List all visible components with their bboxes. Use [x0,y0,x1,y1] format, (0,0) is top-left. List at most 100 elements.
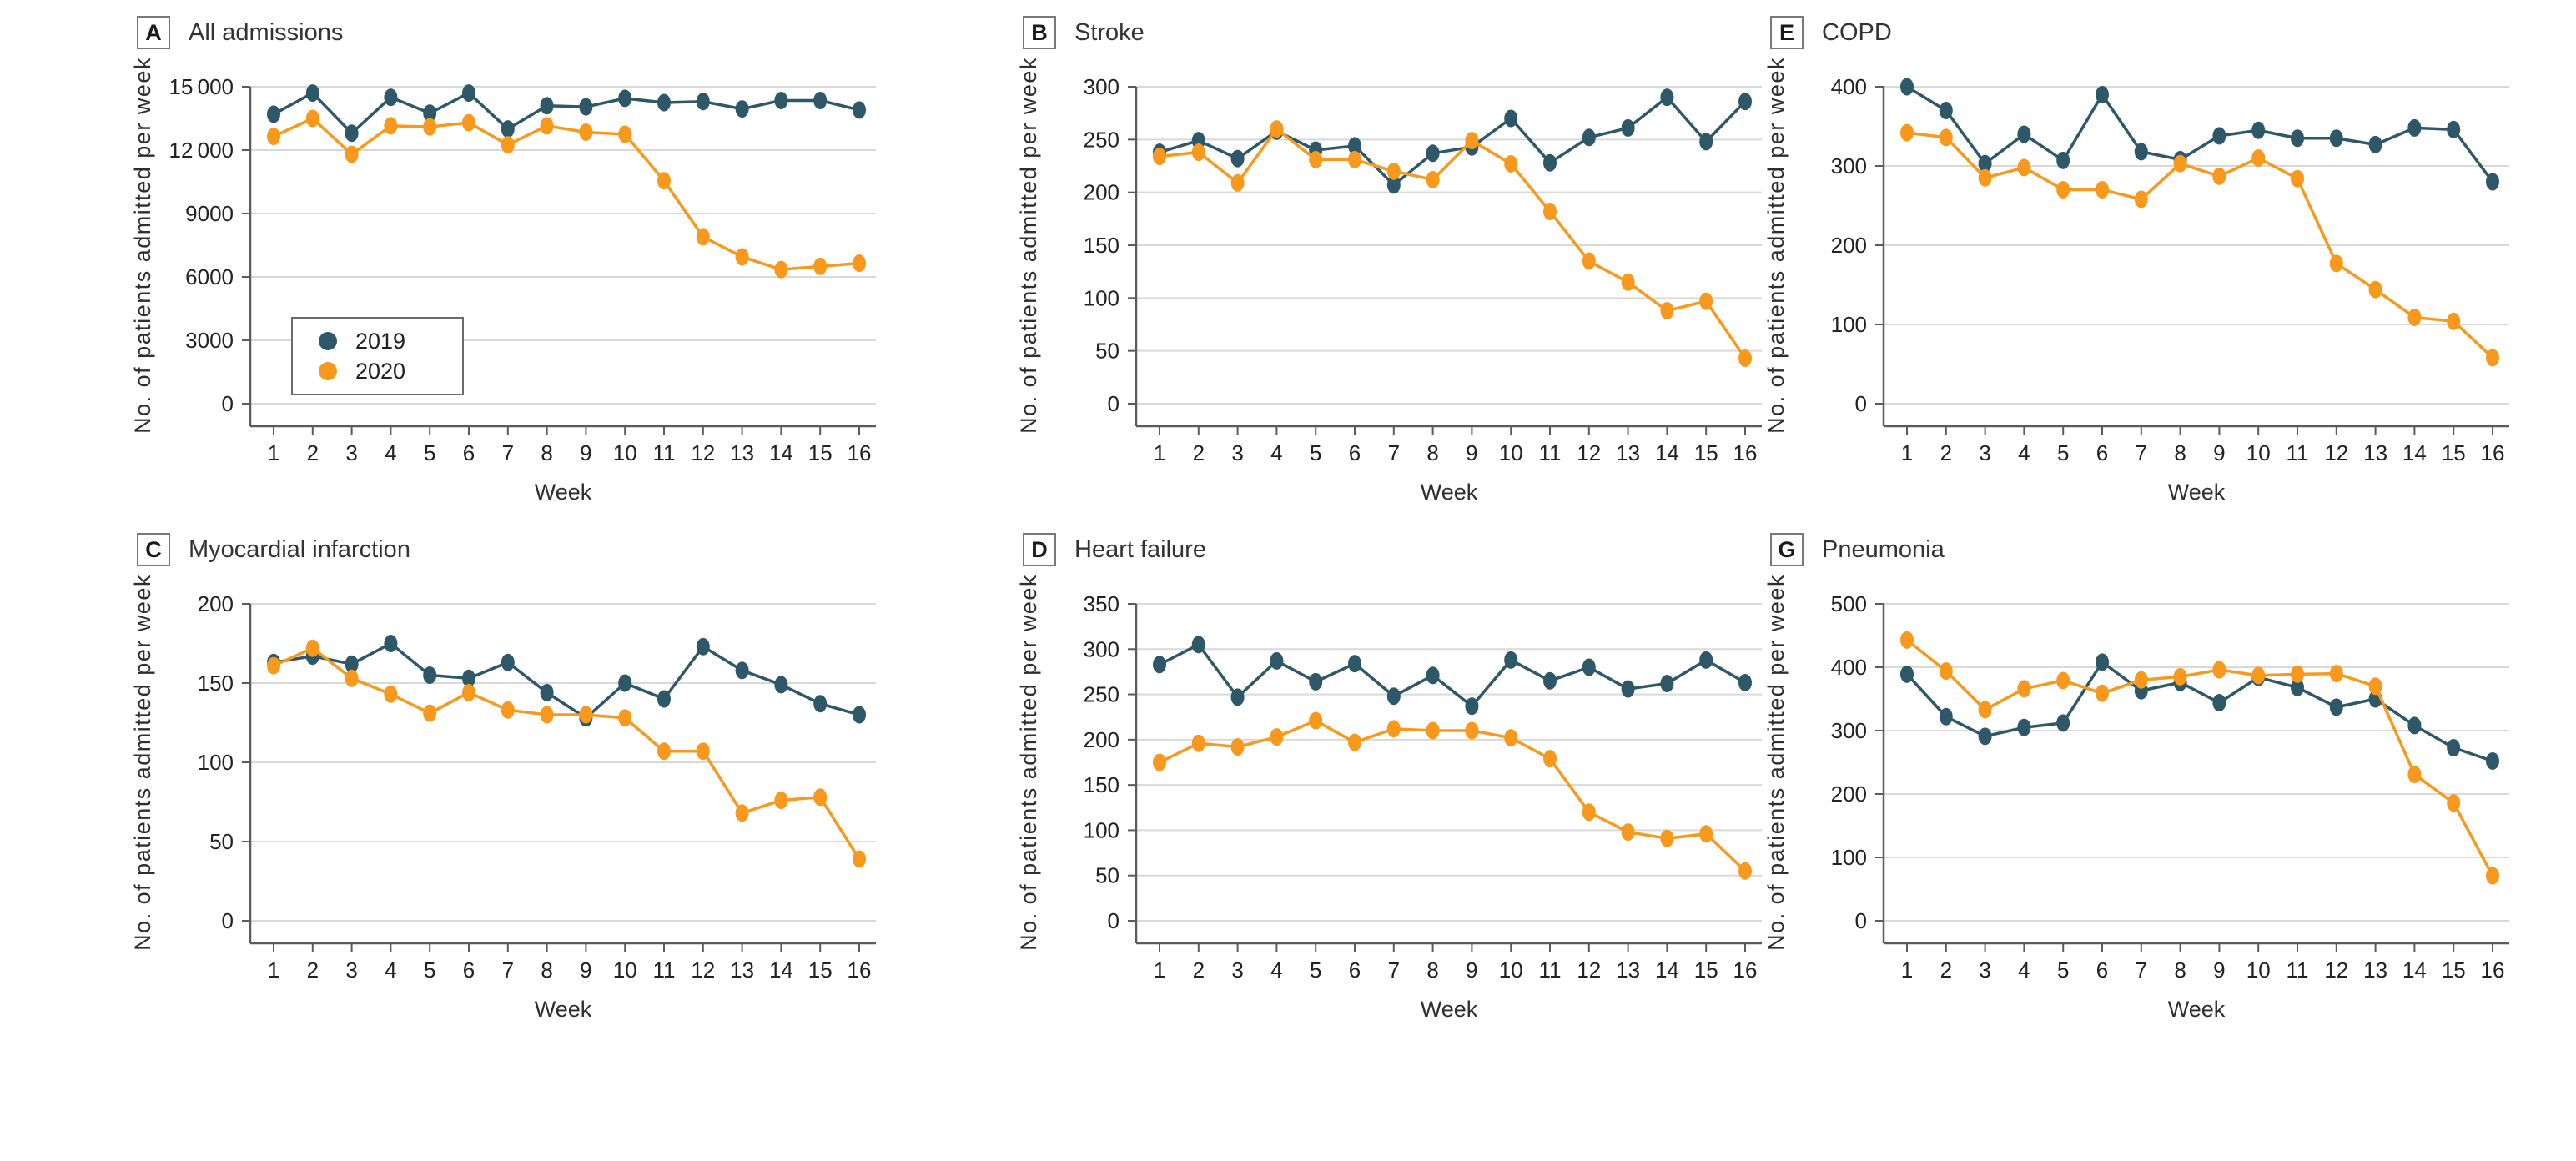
data-point-2019-week-13 [735,100,749,118]
data-point-2020-week-16 [1738,349,1752,368]
data-point-2019-week-9 [2212,694,2226,712]
x-tick-label: 4 [385,957,396,983]
data-point-2020-week-6 [462,683,475,701]
data-point-2019-week-1 [1900,665,1914,683]
data-point-2019-week-16 [2486,751,2499,770]
data-point-2019-week-7 [1386,176,1401,194]
x-tick-label: 11 [653,957,676,983]
x-tick-label: 10 [2246,957,2271,983]
panel-header: B Stroke [1023,13,1804,53]
panel-pneumonia: G Pneumonia 0 100 200 300 400 500 1 2 3 4 5 6 7 8 9 10 1… [1758,530,2551,1045]
data-point-2020-week-15 [1699,292,1713,310]
y-tick-label: 300 [1831,718,1867,743]
data-point-2019-week-16 [2486,173,2499,191]
x-tick-label: 1 [1901,440,1913,465]
data-point-2020-week-6 [462,113,475,132]
data-point-2020-week-14 [1660,829,1674,847]
x-tick-label: 8 [2174,440,2186,465]
x-tick-label: 14 [769,440,793,465]
series-2020 [1153,711,1752,880]
data-point-2019-week-3 [345,124,359,143]
x-tick-label: 15 [2442,957,2466,983]
data-point-2019-week-4 [2017,125,2031,143]
data-point-2020-week-13 [2368,677,2382,696]
data-point-2020-week-2 [305,109,319,128]
data-point-2020-week-4 [384,685,398,703]
x-tick-label: 7 [502,440,514,465]
data-point-2020-week-6 [2096,684,2109,702]
data-point-2019-week-1 [1900,78,1914,96]
y-tick-label: 100 [1084,817,1119,842]
series-2020 [267,109,866,279]
data-point-2020-week-11 [2291,169,2304,188]
y-tick-label: 150 [1084,233,1119,258]
data-point-2020-week-16 [2486,349,2499,367]
x-tick-label: 12 [691,440,715,465]
x-tick-label: 4 [1270,440,1282,465]
data-point-2020-week-4 [1270,120,1284,138]
x-tick-label: 8 [1426,957,1438,983]
data-point-2019-week-5 [423,666,437,684]
data-point-2019-week-13 [2368,135,2382,153]
y-tick-label: 200 [1831,782,1867,807]
y-tick-label: 100 [198,750,234,775]
data-point-2019-week-15 [813,695,828,713]
data-point-2020-week-11 [1543,750,1557,768]
data-point-2019-week-4 [1270,651,1284,670]
data-point-2019-week-11 [2291,678,2304,696]
data-point-2020-week-7 [1386,720,1401,738]
data-point-2019-week-12 [1582,128,1596,147]
data-point-2020-week-8 [1426,170,1440,188]
y-axis-ticks: 0 50 100 150 200 [198,591,250,933]
x-axis-ticks: 1 2 3 4 5 6 7 8 9 10 11 12 13 14 15 16 [1901,943,2504,983]
y-tick-label: 0 [222,391,234,416]
x-tick-label: 2 [1193,440,1205,465]
series-line-2019 [1906,85,2494,183]
x-tick-label: 3 [345,440,357,465]
data-point-2019-week-8 [1426,144,1440,163]
series-line-2019 [273,91,860,135]
panel-all-admissions: A All admissions 0 3000 6000 9000 12 000 15 0… [125,13,918,528]
panel-myocardial-infarction: C Myocardial infarction 0 50 100 150 200 1 2 3 4… [125,530,918,1045]
gridlines [1136,86,1762,405]
x-tick-label: 15 [1694,440,1718,465]
panel-letter-badge: A [137,16,170,49]
axes [249,87,876,428]
x-tick-label: 16 [848,957,872,983]
x-tick-label: 6 [2096,440,2108,465]
x-tick-label: 7 [2136,957,2147,983]
data-point-2020-week-7 [1386,162,1401,180]
data-point-2020-week-8 [2173,667,2187,686]
panel-header: E COPD [1770,13,2551,53]
data-point-2019-week-16 [853,706,866,724]
data-point-2019-week-13 [735,661,749,680]
x-tick-label: 16 [1733,957,1758,983]
data-point-2020-week-13 [735,248,749,266]
x-tick-label: 15 [808,440,833,465]
data-point-2020-week-2 [1191,734,1205,752]
data-point-2019-week-15 [1699,651,1713,669]
data-point-2019-week-3 [1978,154,1992,173]
data-point-2020-week-12 [1582,803,1596,822]
x-tick-label: 13 [2363,957,2387,983]
panel-title: Stroke [1074,18,1145,46]
data-point-2019-week-3 [1230,149,1245,168]
y-tick-label: 200 [198,591,234,616]
data-point-2020-week-1 [1153,753,1166,771]
data-point-2019-week-13 [1621,118,1635,137]
x-tick-label: 12 [2324,957,2348,983]
data-point-2020-week-15 [813,788,828,807]
x-tick-label: 13 [1616,440,1640,465]
data-point-2019-week-14 [2407,716,2422,735]
y-tick-label: 150 [1084,772,1119,797]
data-point-2020-week-5 [1309,711,1323,730]
y-tick-label: 150 [198,671,234,696]
data-point-2020-week-14 [1660,302,1674,320]
legend-label-2020: 2020 [355,359,405,384]
data-point-2019-week-3 [345,655,359,673]
x-tick-label: 3 [1231,440,1243,465]
axes [1882,604,2509,945]
series-line-2019 [273,641,860,720]
x-tick-label: 12 [1577,440,1601,465]
